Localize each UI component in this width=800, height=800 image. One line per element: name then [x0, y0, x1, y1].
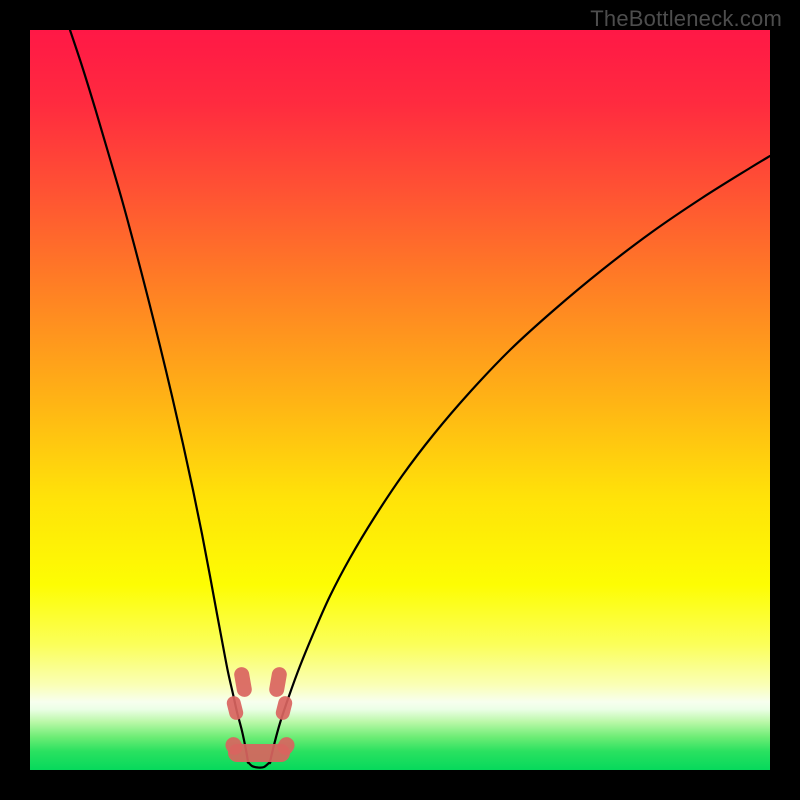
markers-layer: [30, 30, 770, 770]
plot-area: [30, 30, 770, 770]
data-marker: [233, 666, 253, 698]
data-marker: [274, 695, 293, 722]
watermark-text: TheBottleneck.com: [590, 6, 782, 32]
data-marker: [225, 695, 244, 722]
chart-frame: TheBottleneck.com: [0, 0, 800, 800]
data-marker: [268, 666, 288, 698]
